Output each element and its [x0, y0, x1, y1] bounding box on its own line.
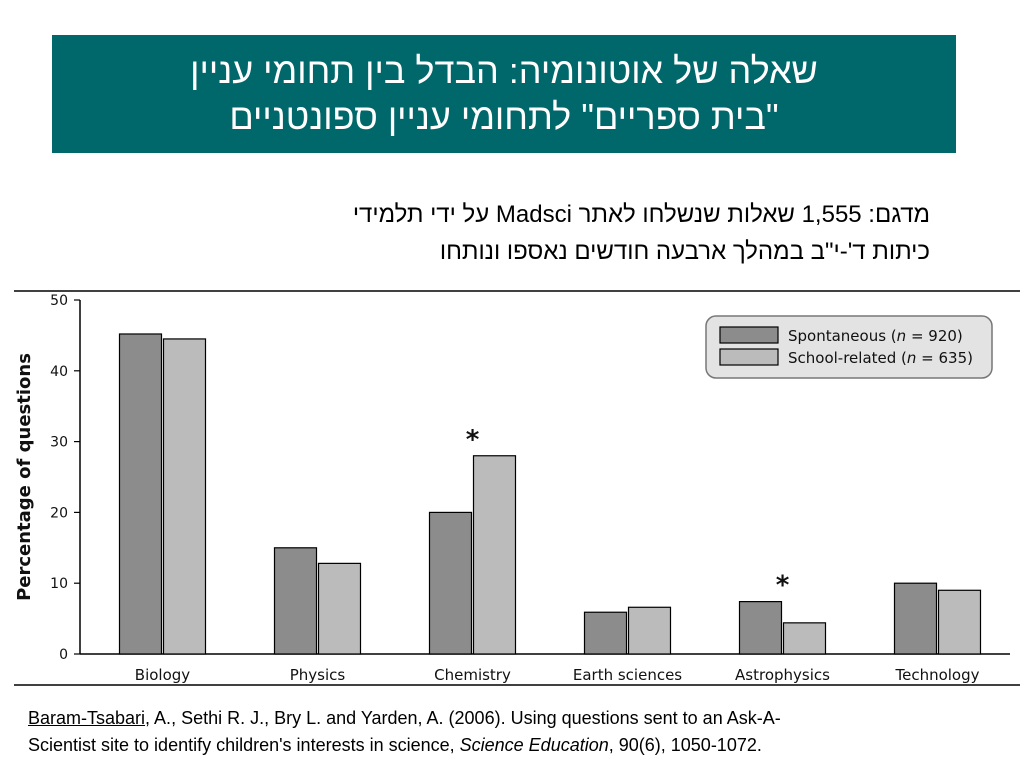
slide-subtitle-line-1: מדגם: 1,555 שאלות שנשלחו לאתר Madsci על …: [352, 201, 930, 228]
significance-asterisk: *: [776, 571, 790, 601]
y-tick-label: 40: [50, 364, 68, 380]
legend-box: [705, 315, 993, 379]
slide-title-line-2: "בית ספריים" לתחומי עניין ספונטניים: [229, 96, 779, 137]
y-axis-title: Percentage of questions: [14, 353, 35, 601]
citation-volume: , 90(6), 1050-1072.: [608, 735, 762, 755]
legend-swatch-2: [719, 348, 779, 366]
bar-physics-series-2: [317, 562, 362, 655]
citation-journal: Science Education: [459, 735, 609, 755]
slide-subtitle: מדגם: 1,555 שאלות שנשלחו לאתר Madsci על …: [140, 196, 930, 270]
x-tick-label: Technology: [894, 666, 979, 684]
significance-asterisk: *: [466, 425, 480, 455]
bar-chemistry-series-2: [472, 455, 517, 655]
citation: Baram-Tsabari, A., Sethi R. J., Bry L. a…: [28, 705, 998, 759]
citation-authors-rest: , A., Sethi R. J., Bry L. and Yarden, A.…: [145, 708, 781, 728]
citation-author: Baram-Tsabari: [28, 708, 146, 728]
bar-biology-series-1: [118, 333, 163, 655]
y-tick-label: 10: [50, 576, 68, 592]
bar-technology-series-1: [893, 582, 938, 655]
bar-astrophysics-series-2: [782, 622, 827, 655]
x-tick-label: Biology: [135, 666, 191, 684]
slide-title-line-1: שאלה של אוטונומיה: הבדל בין תחומי עניין: [190, 50, 818, 91]
bar-chemistry-series-1: [428, 511, 473, 655]
bar-technology-series-2: [937, 589, 982, 655]
bar-earth-sciences-series-2: [627, 606, 672, 655]
citation-line-2: Scientist site to identify children's in…: [28, 732, 998, 759]
legend-swatch-1: [719, 326, 779, 344]
y-tick-label: 20: [50, 505, 68, 521]
x-tick-label: Physics: [290, 666, 346, 684]
bar-physics-series-1: [273, 547, 318, 655]
x-tick-label: Chemistry: [434, 666, 511, 684]
y-tick-label: 50: [50, 293, 68, 309]
citation-title: Scientist site to identify children's in…: [28, 735, 460, 755]
citation-line-1: Baram-Tsabari, A., Sethi R. J., Bry L. a…: [28, 705, 998, 732]
slide-subtitle-line-2: כיתות ד'-י"ב במהלך ארבעה חודשים נאספו ונ…: [439, 238, 930, 265]
legend-label-1: Spontaneous (n = 920): [788, 327, 963, 345]
y-tick-label: 0: [59, 647, 68, 663]
bar-earth-sciences-series-1: [583, 611, 628, 655]
x-tick-label: Astrophysics: [735, 666, 830, 684]
bar-chart: 0 10 20 30 40 50 Percentage of questions Biolog…: [14, 290, 1020, 686]
y-tick-label: 30: [50, 435, 68, 451]
x-tick-label: Earth sciences: [573, 666, 682, 684]
slide-title: שאלה של אוטונומיה: הבדל בין תחומי עניין …: [52, 35, 956, 153]
legend-label-2: School-related (n = 635): [788, 349, 973, 367]
bar-biology-series-2: [162, 338, 207, 655]
bar-astrophysics-series-1: [738, 601, 783, 655]
